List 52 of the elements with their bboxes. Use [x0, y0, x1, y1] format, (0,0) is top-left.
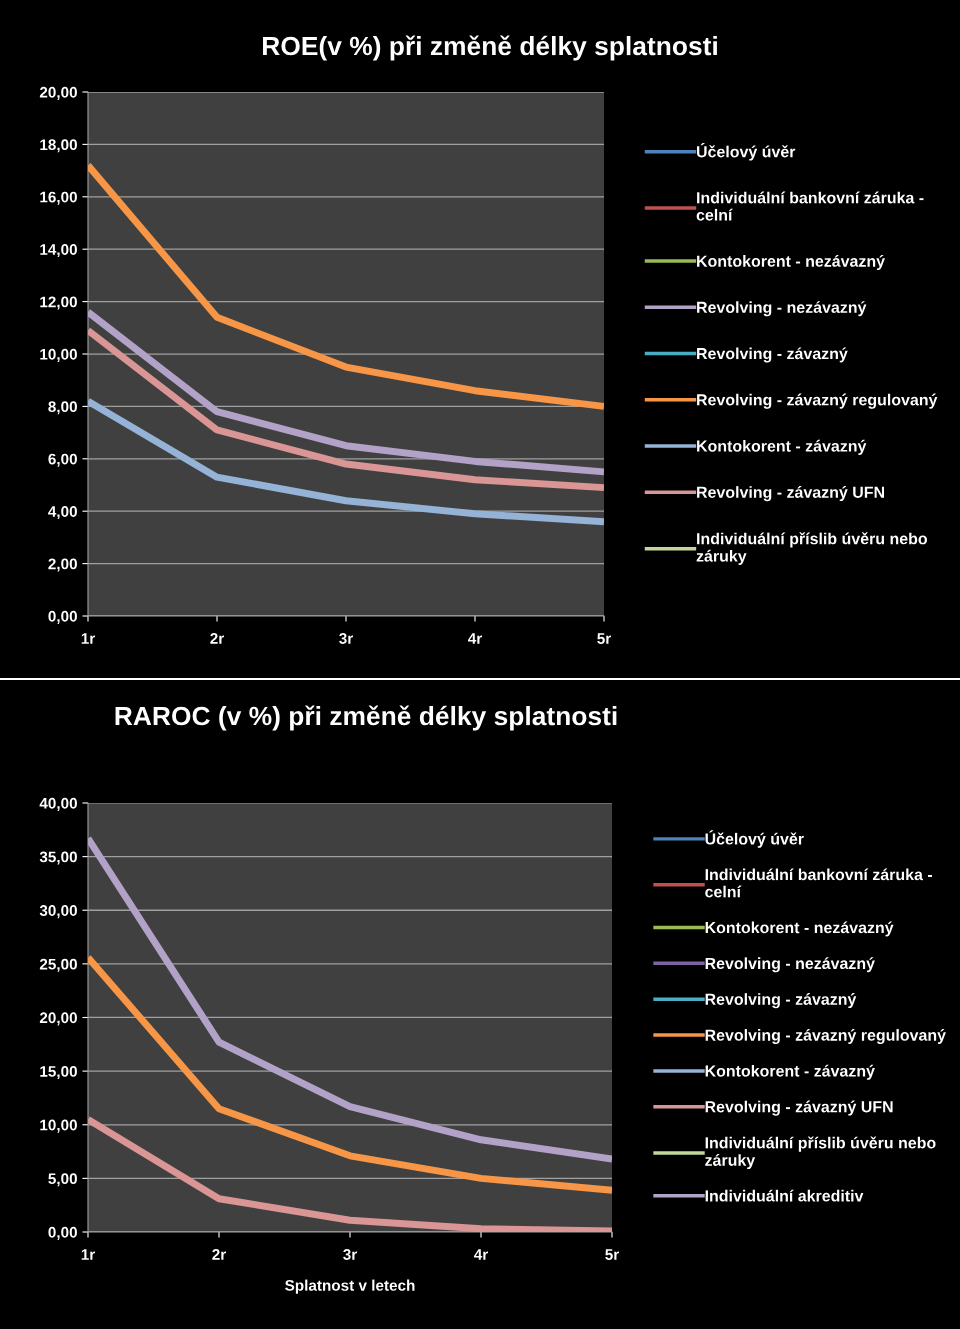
legend-label: Kontokorent - závazný: [705, 1064, 875, 1080]
legend-label: Revolving - závazný: [705, 993, 857, 1009]
y-tick-label: 10,00: [40, 1119, 77, 1133]
y-tick-label: 4,00: [48, 506, 77, 520]
y-tick-label: 0,00: [48, 1226, 77, 1240]
y-tick-label: 8,00: [48, 401, 77, 415]
legend-label: Revolving - závazný UFN: [697, 486, 884, 502]
legend-label: Účelový úvěr: [705, 830, 804, 848]
legend-label: Individuální akreditiv: [705, 1189, 864, 1202]
chart-title: RAROC (v %) při změně délky splatnosti: [115, 705, 617, 731]
y-tick-label: 18,00: [40, 139, 77, 153]
legend-label: Revolving - nezávazný: [705, 957, 875, 973]
x-tick-label: 3r: [339, 633, 353, 644]
chart-title: ROE(v %) při změně délky splatnosti: [263, 35, 717, 61]
legend-label: Kontokorent - závazný: [697, 439, 867, 455]
legend-label: Revolving - závazný: [697, 347, 848, 363]
y-tick-label: 30,00: [39, 905, 77, 919]
legend-label: Individuální bankovní záruka - celní: [705, 868, 933, 898]
x-tick-label: 2r: [212, 1249, 226, 1260]
x-tick-label: 5r: [605, 1249, 619, 1260]
y-tick-label: 15,00: [40, 1065, 77, 1080]
x-tick-label: 4r: [468, 633, 482, 644]
legend-label: Účelový úvěr: [696, 143, 796, 161]
legend-label: Kontokorent - nezávazný: [697, 254, 885, 270]
y-tick-label: 20,00: [39, 1012, 77, 1026]
legend-label: Individuální příslib úvěru nebo záruky: [705, 1136, 936, 1170]
x-tick-label: 5r: [597, 633, 611, 644]
y-tick-label: 16,00: [40, 191, 77, 205]
x-tick-label: 4r: [474, 1249, 488, 1260]
x-tick-label: 3r: [343, 1249, 357, 1260]
y-tick-label: 2,00: [48, 558, 77, 572]
x-tick-label: 1r: [81, 633, 95, 644]
y-tick-label: 0,00: [48, 610, 77, 624]
y-tick-label: 14,00: [40, 244, 77, 258]
y-tick-label: 5,00: [48, 1173, 77, 1187]
y-tick-label: 35,00: [39, 851, 77, 865]
legend-label: Individuální bankovní záruka - celní: [696, 191, 924, 221]
y-tick-label: 12,00: [40, 296, 77, 310]
x-tick-label: 1r: [81, 1249, 95, 1260]
legend-label: Kontokorent - nezávazný: [705, 921, 894, 937]
y-tick-label: 40,00: [39, 797, 77, 811]
x-tick-label: 2r: [210, 633, 224, 644]
legend-label: Revolving - závazný regulovaný: [705, 1028, 946, 1045]
y-tick-label: 6,00: [48, 453, 77, 467]
y-tick-label: 25,00: [39, 958, 77, 972]
legend-label: Revolving - závazný regulovaný: [697, 393, 938, 409]
y-tick-label: 20,00: [39, 86, 77, 100]
legend-label: Revolving - nezávazný: [697, 301, 867, 317]
y-tick-label: 10,00: [40, 348, 77, 362]
legend-label: Revolving - závazný UFN: [705, 1100, 893, 1116]
x-axis-title: Splatnost v letech: [285, 1279, 415, 1294]
legend-label: Individuální příslib úvěru nebo záruky: [696, 532, 928, 565]
